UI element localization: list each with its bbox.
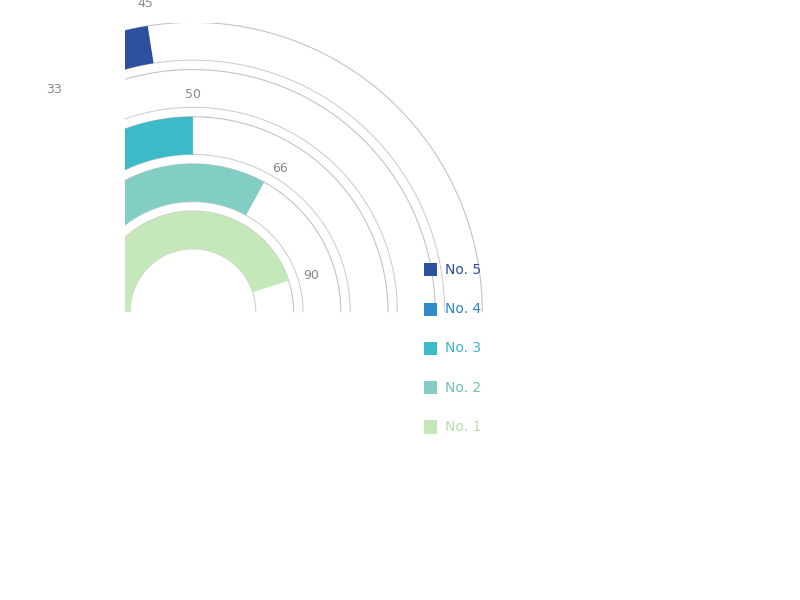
Text: No. 1: No. 1	[445, 420, 481, 434]
Bar	[423, 302, 437, 316]
Text: No. 3: No. 3	[445, 341, 481, 355]
Polygon shape	[0, 26, 154, 312]
Polygon shape	[92, 211, 289, 312]
Polygon shape	[0, 117, 193, 312]
Bar	[423, 263, 437, 277]
Text: 90: 90	[304, 269, 319, 282]
Text: 50: 50	[185, 88, 201, 101]
Text: 45: 45	[138, 0, 153, 10]
Text: No. 2: No. 2	[445, 381, 481, 395]
Text: 33: 33	[46, 83, 62, 96]
Bar	[423, 421, 437, 434]
Bar	[423, 342, 437, 355]
Polygon shape	[0, 103, 89, 312]
Text: 66: 66	[272, 162, 287, 175]
Polygon shape	[45, 164, 264, 312]
Text: No. 5: No. 5	[445, 263, 481, 277]
Bar	[423, 381, 437, 394]
Text: No. 4: No. 4	[445, 302, 481, 316]
